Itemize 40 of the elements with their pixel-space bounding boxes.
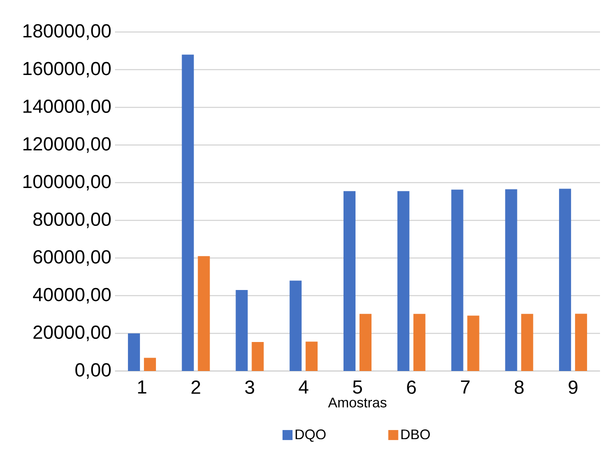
bar bbox=[575, 314, 588, 371]
bar bbox=[521, 314, 534, 371]
y-tick-label: 120000,00 bbox=[23, 137, 111, 153]
y-tick-label: 180000,00 bbox=[23, 24, 111, 40]
y-tick-label: 0,00 bbox=[75, 363, 111, 379]
bar bbox=[360, 314, 372, 371]
legend-label: DBO bbox=[401, 429, 430, 440]
bar bbox=[467, 316, 480, 371]
bar bbox=[236, 290, 248, 371]
x-tick-label: 5 bbox=[352, 380, 362, 394]
y-tick-label: 140000,00 bbox=[23, 100, 111, 116]
y-tick-label: 60000,00 bbox=[33, 250, 111, 266]
bar bbox=[397, 191, 410, 371]
bar bbox=[252, 342, 264, 371]
bar bbox=[128, 333, 140, 371]
y-tick-label: 80000,00 bbox=[33, 212, 111, 228]
legend-label: DQO bbox=[296, 429, 326, 442]
bar bbox=[559, 188, 572, 371]
x-tick-label: 3 bbox=[245, 380, 254, 394]
x-tick-label: 1 bbox=[138, 380, 146, 394]
y-tick-label: 100000,00 bbox=[23, 174, 111, 190]
x-tick-label: 7 bbox=[460, 380, 470, 394]
bar bbox=[413, 314, 426, 371]
x-tick-label: 9 bbox=[568, 380, 578, 394]
y-tick-label: 160000,00 bbox=[23, 62, 111, 78]
x-tick-label: 4 bbox=[298, 380, 308, 394]
bar bbox=[290, 280, 302, 371]
bar bbox=[306, 342, 318, 371]
y-tick-label: 20000,00 bbox=[33, 326, 111, 342]
x-tick-label: 8 bbox=[514, 380, 524, 394]
x-tick-label: 2 bbox=[192, 380, 200, 394]
bar bbox=[144, 358, 156, 371]
bar bbox=[198, 256, 210, 371]
bar bbox=[505, 189, 518, 371]
bar bbox=[182, 54, 194, 371]
bar bbox=[344, 191, 356, 371]
x-tick-label: 6 bbox=[407, 380, 416, 394]
y-tick-label: 40000,00 bbox=[32, 288, 111, 304]
x-axis-title: Amostras bbox=[328, 398, 386, 408]
bar bbox=[451, 190, 464, 371]
